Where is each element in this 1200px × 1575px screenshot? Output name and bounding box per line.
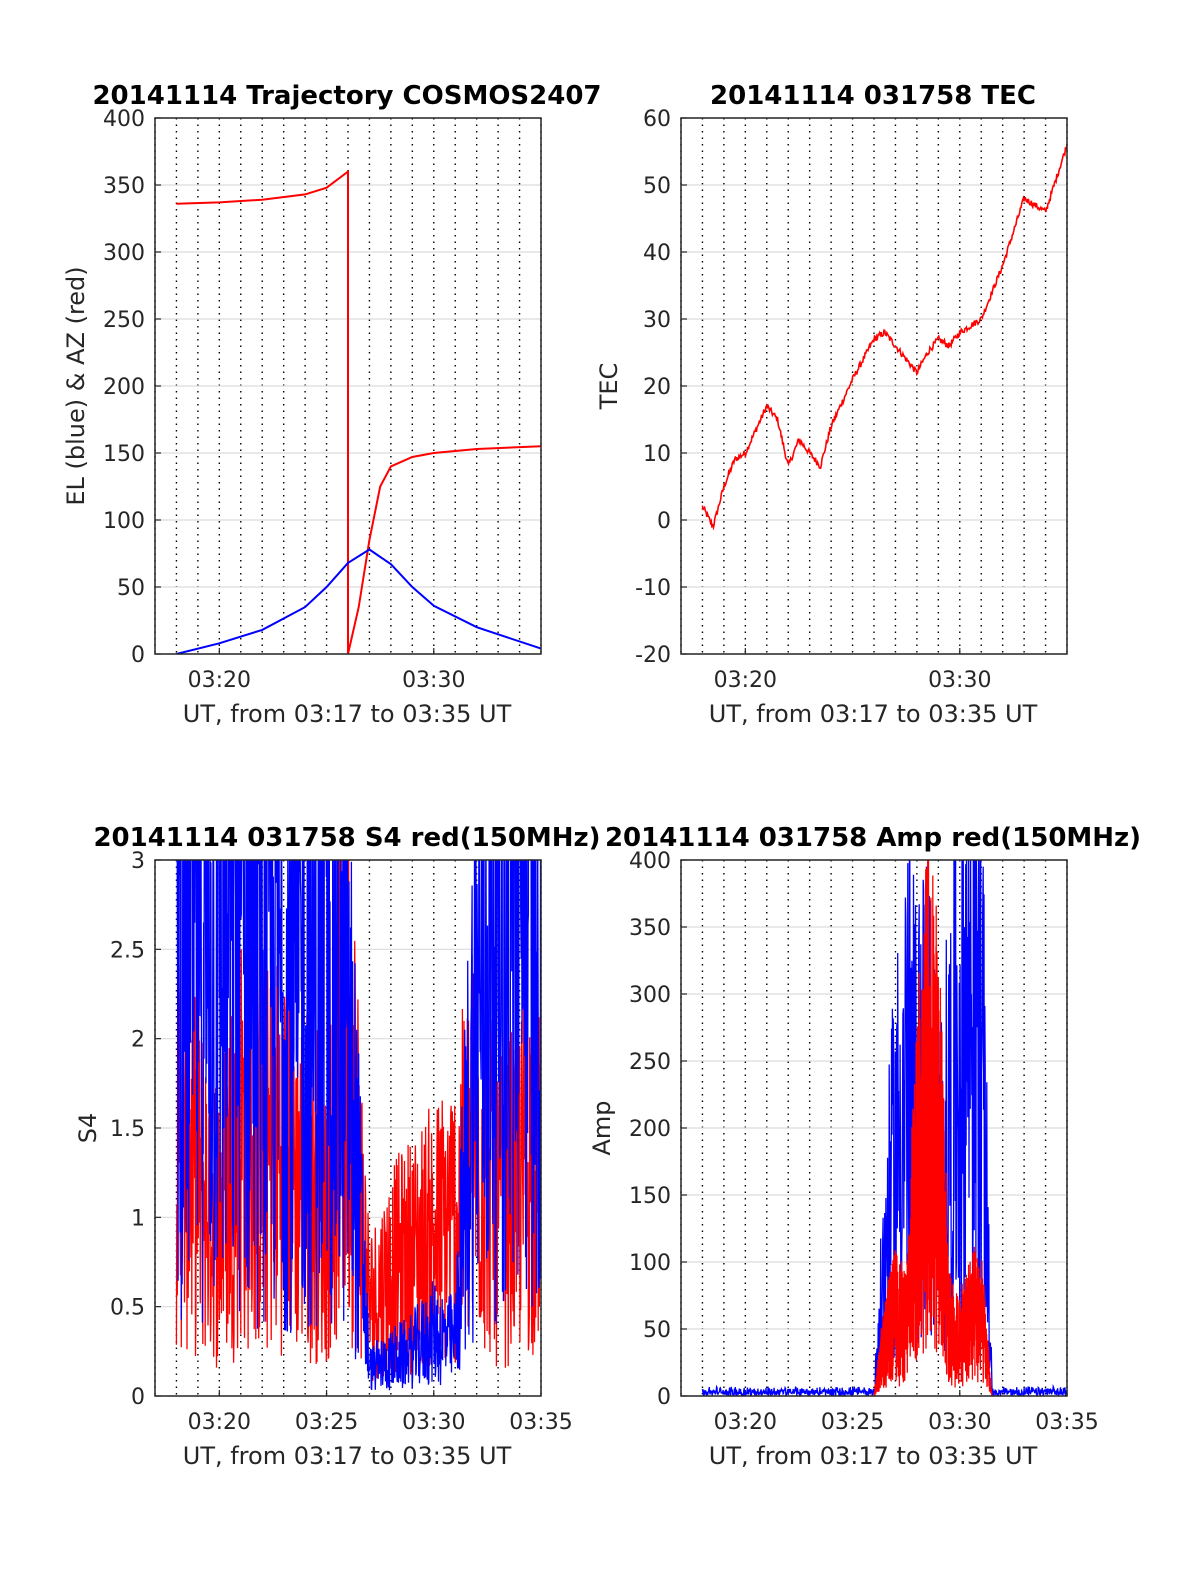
y-tick-label: 0 — [657, 1385, 671, 1410]
panel-trajectory-ylabel: EL (blue) & AZ (red) — [62, 266, 90, 505]
y-tick-label: 50 — [117, 576, 145, 601]
panel-amp-frame — [680, 859, 1068, 1397]
y-tick-label: 0 — [131, 1385, 145, 1410]
y-tick-label: 50 — [643, 1318, 671, 1343]
panel-s4-xlabel: UT, from 03:17 to 03:35 UT — [183, 1442, 512, 1470]
panel-tec-grid — [680, 117, 1068, 655]
series-line-0 — [701, 144, 1067, 531]
y-tick-label: 300 — [629, 983, 671, 1008]
x-tick-label: 03:20 — [714, 1410, 777, 1435]
panel-tec: 20141114 031758 TEC -20-100102030405060 … — [595, 81, 1068, 728]
panel-trajectory-frame — [154, 117, 542, 655]
y-tick-label: 250 — [103, 308, 145, 333]
panel-s4-ylabel: S4 — [74, 1113, 102, 1144]
panel-amp-xlabel: UT, from 03:17 to 03:35 UT — [709, 1442, 1038, 1470]
x-tick-label: 03:30 — [402, 1410, 465, 1435]
x-tick-label: 03:25 — [295, 1410, 358, 1435]
x-tick-label: 03:20 — [188, 668, 251, 693]
y-tick-label: -10 — [635, 576, 671, 601]
y-tick-label: 100 — [629, 1251, 671, 1276]
panel-trajectory-xticks: 03:20 03:30 — [188, 648, 465, 693]
panel-trajectory-xlabel: UT, from 03:17 to 03:35 UT — [183, 700, 512, 728]
y-tick-label: 0 — [131, 643, 145, 668]
panel-tec-ylabel: TEC — [595, 363, 623, 411]
series-line-1 — [176, 860, 541, 1391]
y-tick-label: 60 — [643, 107, 671, 132]
panel-s4-plot — [175, 860, 541, 1391]
panel-amp-plot — [701, 860, 1067, 1396]
x-tick-label: 03:20 — [188, 1410, 251, 1435]
panel-trajectory-yticks: 0 50 100 150 200 250 300 350 400 — [103, 107, 161, 668]
panel-tec-frame — [680, 117, 1068, 655]
y-tick-label: 350 — [629, 916, 671, 941]
x-tick-label: 03:30 — [402, 668, 465, 693]
x-tick-label: 03:20 — [714, 668, 777, 693]
y-tick-label: 350 — [103, 174, 145, 199]
panel-s4-yticks: 0 0.5 1 1.5 2 2.5 3 — [110, 849, 161, 1410]
series-line-0 — [176, 169, 541, 654]
y-tick-label: -20 — [635, 643, 671, 668]
panel-s4-xticks: 03:20 03:25 03:30 03:35 — [188, 1390, 573, 1435]
panel-amp-xticks: 03:20 03:25 03:30 03:35 — [714, 1390, 1099, 1435]
panel-tec-yticks: -20 -10 0 10 20 30 40 50 60 — [635, 107, 687, 668]
panel-trajectory-title: 20141114 Trajectory COSMOS2407 — [92, 81, 601, 111]
panel-tec-plot — [701, 144, 1067, 531]
y-tick-label: 30 — [643, 308, 671, 333]
panel-s4: 20141114 031758 S4 red(150MHz) 0 0.5 1 1.5 2… — [74, 823, 601, 1470]
panel-s4-frame — [154, 859, 542, 1397]
y-tick-label: 400 — [629, 849, 671, 874]
y-tick-label: 1.5 — [110, 1117, 145, 1142]
x-tick-label: 03:35 — [1035, 1410, 1098, 1435]
y-tick-label: 150 — [103, 442, 145, 467]
y-tick-label: 400 — [103, 107, 145, 132]
series-lines — [175, 860, 541, 1391]
y-tick-label: 2 — [131, 1028, 145, 1053]
panel-s4-title: 20141114 031758 S4 red(150MHz) — [93, 823, 600, 853]
y-tick-label: 20 — [643, 375, 671, 400]
y-tick-label: 250 — [629, 1050, 671, 1075]
series-line-0 — [701, 860, 1067, 1396]
y-tick-label: 3 — [131, 849, 145, 874]
y-tick-label: 0 — [657, 509, 671, 534]
series-lines — [176, 169, 541, 654]
panel-trajectory: 20141114 Trajectory COSMOS2407 0 50 100 150… — [62, 81, 602, 728]
y-tick-label: 200 — [629, 1117, 671, 1142]
y-tick-label: 1 — [131, 1206, 145, 1231]
y-tick-label: 50 — [643, 174, 671, 199]
series-line-1 — [176, 548, 541, 654]
x-tick-label: 03:30 — [928, 668, 991, 693]
panel-amp-ylabel: Amp — [588, 1100, 616, 1155]
y-tick-label: 40 — [643, 241, 671, 266]
y-tick-label: 2.5 — [110, 938, 145, 963]
x-tick-label: 03:30 — [928, 1410, 991, 1435]
y-tick-label: 300 — [103, 241, 145, 266]
y-tick-label: 100 — [103, 509, 145, 534]
panel-amp: 20141114 031758 Amp red(150MHz) 0 50 100 15… — [588, 823, 1141, 1470]
y-tick-label: 10 — [643, 442, 671, 467]
panel-amp-title: 20141114 031758 Amp red(150MHz) — [605, 823, 1141, 853]
panel-tec-xticks: 03:20 03:30 — [714, 648, 991, 693]
series-lines — [701, 144, 1067, 531]
panel-tec-xlabel: UT, from 03:17 to 03:35 UT — [709, 700, 1038, 728]
series-line-1 — [873, 860, 993, 1396]
x-tick-label: 03:35 — [509, 1410, 572, 1435]
y-tick-label: 0.5 — [110, 1296, 145, 1321]
y-tick-label: 200 — [103, 375, 145, 400]
y-tick-label: 150 — [629, 1184, 671, 1209]
series-lines — [701, 860, 1067, 1396]
x-tick-label: 03:25 — [821, 1410, 884, 1435]
panel-tec-title: 20141114 031758 TEC — [710, 81, 1036, 111]
panel-trajectory-plot — [176, 169, 541, 654]
